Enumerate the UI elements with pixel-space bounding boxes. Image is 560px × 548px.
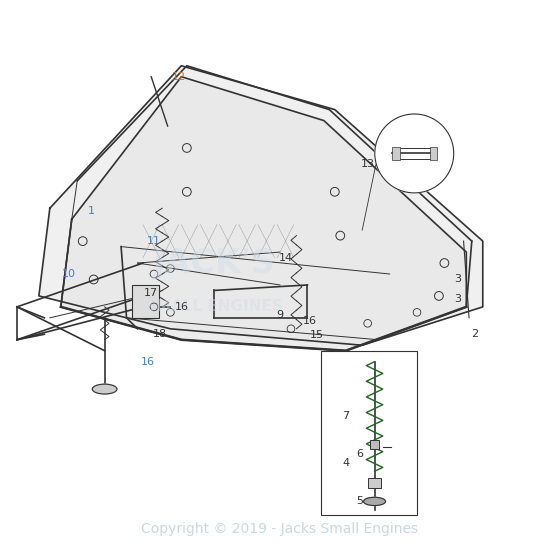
Text: 17: 17 xyxy=(144,288,158,298)
Text: JACK'S: JACK'S xyxy=(153,247,276,279)
Text: 1: 1 xyxy=(87,206,95,216)
Bar xyxy=(370,440,379,449)
Bar xyxy=(321,351,417,515)
Text: 16: 16 xyxy=(174,302,188,312)
Text: 10: 10 xyxy=(62,269,76,279)
Bar xyxy=(132,285,160,318)
Text: 3: 3 xyxy=(455,275,461,284)
Text: 12: 12 xyxy=(171,72,186,82)
Text: 16: 16 xyxy=(141,357,155,367)
Polygon shape xyxy=(61,77,466,351)
Circle shape xyxy=(375,114,454,193)
Text: 11: 11 xyxy=(147,236,161,246)
Ellipse shape xyxy=(363,498,385,505)
Ellipse shape xyxy=(92,384,117,394)
Text: 4: 4 xyxy=(342,458,349,468)
Text: SMALL ENGINES: SMALL ENGINES xyxy=(146,299,283,315)
Bar xyxy=(368,478,381,488)
Polygon shape xyxy=(39,66,483,345)
Text: 7: 7 xyxy=(342,412,349,421)
Text: 9: 9 xyxy=(277,310,283,320)
Text: 18: 18 xyxy=(152,329,166,339)
Text: 5: 5 xyxy=(356,496,363,506)
Text: 16: 16 xyxy=(303,316,317,326)
Bar xyxy=(393,147,400,160)
Text: 2: 2 xyxy=(471,329,478,339)
Text: 3: 3 xyxy=(455,294,461,304)
Text: 6: 6 xyxy=(356,449,363,459)
Bar xyxy=(430,147,437,160)
Text: Copyright © 2019 - Jacks Small Engines: Copyright © 2019 - Jacks Small Engines xyxy=(142,522,418,536)
Text: 14: 14 xyxy=(278,253,292,262)
Text: 13: 13 xyxy=(361,159,375,169)
Text: 15: 15 xyxy=(310,330,324,340)
